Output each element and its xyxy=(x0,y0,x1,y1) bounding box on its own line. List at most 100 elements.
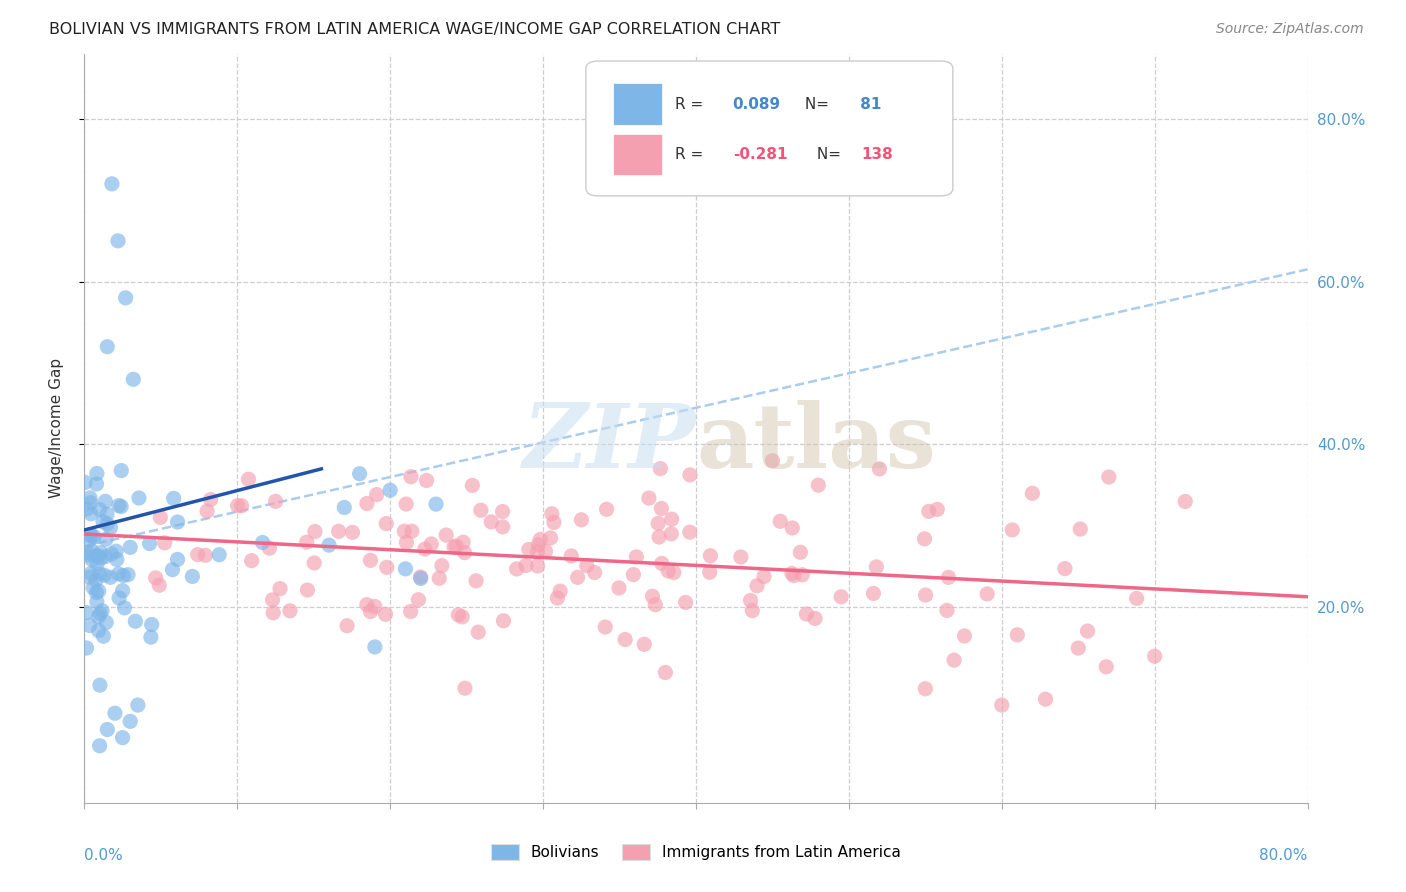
Point xyxy=(208,548,231,562)
Point xyxy=(492,520,515,534)
Point xyxy=(395,497,418,511)
Point xyxy=(111,583,134,598)
Point xyxy=(240,554,263,568)
Point xyxy=(453,546,475,560)
Point xyxy=(399,605,422,619)
Point xyxy=(789,545,811,559)
Point xyxy=(444,539,467,553)
Y-axis label: Wage/Income Gap: Wage/Income Gap xyxy=(49,358,63,499)
Point xyxy=(75,475,97,490)
Point xyxy=(936,603,959,617)
Point xyxy=(465,574,488,588)
Point xyxy=(1069,522,1091,536)
Text: Source: ZipAtlas.com: Source: ZipAtlas.com xyxy=(1216,22,1364,37)
Point xyxy=(181,569,204,583)
Point xyxy=(654,665,676,680)
Point xyxy=(166,515,188,529)
Point xyxy=(991,698,1014,712)
Point xyxy=(89,739,111,753)
Point xyxy=(938,570,960,584)
Point xyxy=(110,500,132,514)
Point xyxy=(128,491,150,505)
Point xyxy=(408,592,430,607)
Point xyxy=(413,542,436,557)
Point xyxy=(650,501,672,516)
Point xyxy=(114,600,136,615)
Point xyxy=(138,536,160,550)
Point xyxy=(79,618,101,632)
Point xyxy=(595,502,617,516)
Point xyxy=(761,454,783,468)
Point xyxy=(105,552,128,566)
Point xyxy=(96,508,118,522)
Point xyxy=(427,571,450,585)
Point xyxy=(364,599,387,614)
Point xyxy=(451,535,474,549)
Point xyxy=(364,640,387,654)
Point xyxy=(79,496,101,510)
Point xyxy=(80,566,103,581)
Point xyxy=(662,566,685,580)
Point xyxy=(195,504,218,518)
Point xyxy=(461,478,484,492)
Point xyxy=(226,499,249,513)
Point xyxy=(231,499,253,513)
Point xyxy=(262,592,284,607)
Point xyxy=(783,568,806,582)
Text: atlas: atlas xyxy=(696,400,936,487)
Point xyxy=(76,548,98,562)
Point xyxy=(262,606,284,620)
Point xyxy=(76,502,98,516)
Point xyxy=(571,513,593,527)
Text: -0.281: -0.281 xyxy=(733,147,787,162)
Point xyxy=(162,563,184,577)
Point xyxy=(614,632,637,647)
Point xyxy=(927,502,949,516)
Point xyxy=(252,535,274,549)
Point xyxy=(447,607,470,622)
Point xyxy=(349,467,371,481)
Point xyxy=(650,461,672,475)
Point xyxy=(93,568,115,582)
Point xyxy=(865,560,887,574)
Point xyxy=(409,571,432,585)
Point xyxy=(526,559,548,574)
Point xyxy=(120,541,142,555)
Point xyxy=(153,536,176,550)
Point xyxy=(638,491,661,505)
Point xyxy=(540,507,562,521)
Point xyxy=(87,609,110,624)
Point xyxy=(163,491,186,506)
Point xyxy=(505,562,527,576)
Point xyxy=(644,598,666,612)
Point xyxy=(394,524,416,539)
Point xyxy=(356,496,378,510)
Point xyxy=(699,566,721,580)
Point xyxy=(100,547,122,561)
Point xyxy=(79,491,101,505)
Point xyxy=(792,567,814,582)
Point xyxy=(124,614,146,628)
Point xyxy=(543,516,565,530)
Point xyxy=(517,542,540,557)
Point xyxy=(87,583,110,598)
Point xyxy=(807,478,830,492)
Point xyxy=(943,653,966,667)
FancyBboxPatch shape xyxy=(586,61,953,196)
Point xyxy=(117,567,139,582)
Point xyxy=(108,499,131,513)
Point xyxy=(79,533,101,548)
Point xyxy=(108,591,131,605)
Point xyxy=(914,681,936,696)
Point xyxy=(269,582,291,596)
Point xyxy=(187,548,209,562)
Point xyxy=(318,538,340,552)
Text: 138: 138 xyxy=(860,147,893,162)
Point xyxy=(84,574,107,588)
Text: 80.0%: 80.0% xyxy=(1260,847,1308,863)
Point xyxy=(526,545,548,559)
Point xyxy=(796,607,818,621)
Point xyxy=(914,532,936,546)
Point xyxy=(80,507,103,521)
Point xyxy=(139,630,162,644)
